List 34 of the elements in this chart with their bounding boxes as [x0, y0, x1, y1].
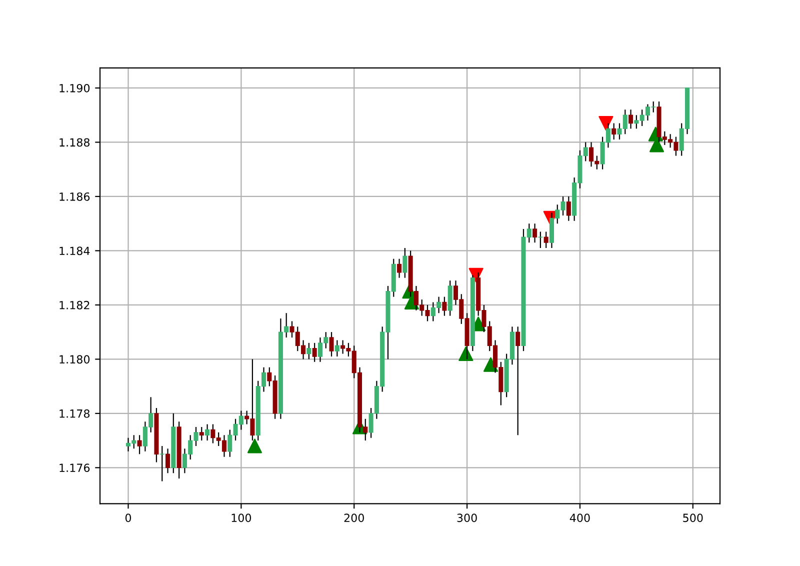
candlestick: [165, 448, 170, 474]
x-tick-label: 500: [683, 514, 703, 522]
y-tick-label: 1.184: [60, 246, 90, 256]
y-tick-label: 1.180: [60, 355, 90, 364]
candlestick: [566, 196, 571, 222]
candlestick: [544, 231, 548, 249]
candlestick: [532, 223, 538, 244]
candlestick: [516, 326, 520, 436]
x-tick-label: 300: [457, 514, 477, 522]
candlestick: [402, 247, 408, 278]
x-tick-label: 400: [570, 514, 590, 522]
x-tick-label: 100: [232, 514, 252, 522]
y-tick-label: 1.182: [60, 300, 90, 310]
y-tick-label: 1.176: [60, 464, 90, 472]
candlestick: [329, 332, 334, 358]
candlestick: [397, 258, 402, 278]
x-tick-label: 200: [344, 514, 364, 522]
candlestick: [612, 122, 616, 140]
x-tick-label: 0: [125, 514, 132, 522]
point: [247, 438, 262, 454]
candlestick: [137, 434, 142, 455]
y-tick-label: 1.178: [60, 409, 90, 418]
point: [598, 116, 614, 131]
candlestick: [205, 424, 210, 442]
y-tick-label: 1.188: [60, 138, 90, 147]
candlestick: [312, 342, 317, 362]
candlestick: [442, 296, 447, 316]
candlestick: [334, 340, 340, 358]
candlestick: [160, 445, 164, 482]
y-tick-label: 1.190: [60, 84, 90, 92]
candlestick: [628, 109, 634, 130]
candlestick: [199, 426, 204, 442]
y-tick-label: 1.186: [60, 192, 90, 201]
candlestick: [306, 342, 312, 360]
